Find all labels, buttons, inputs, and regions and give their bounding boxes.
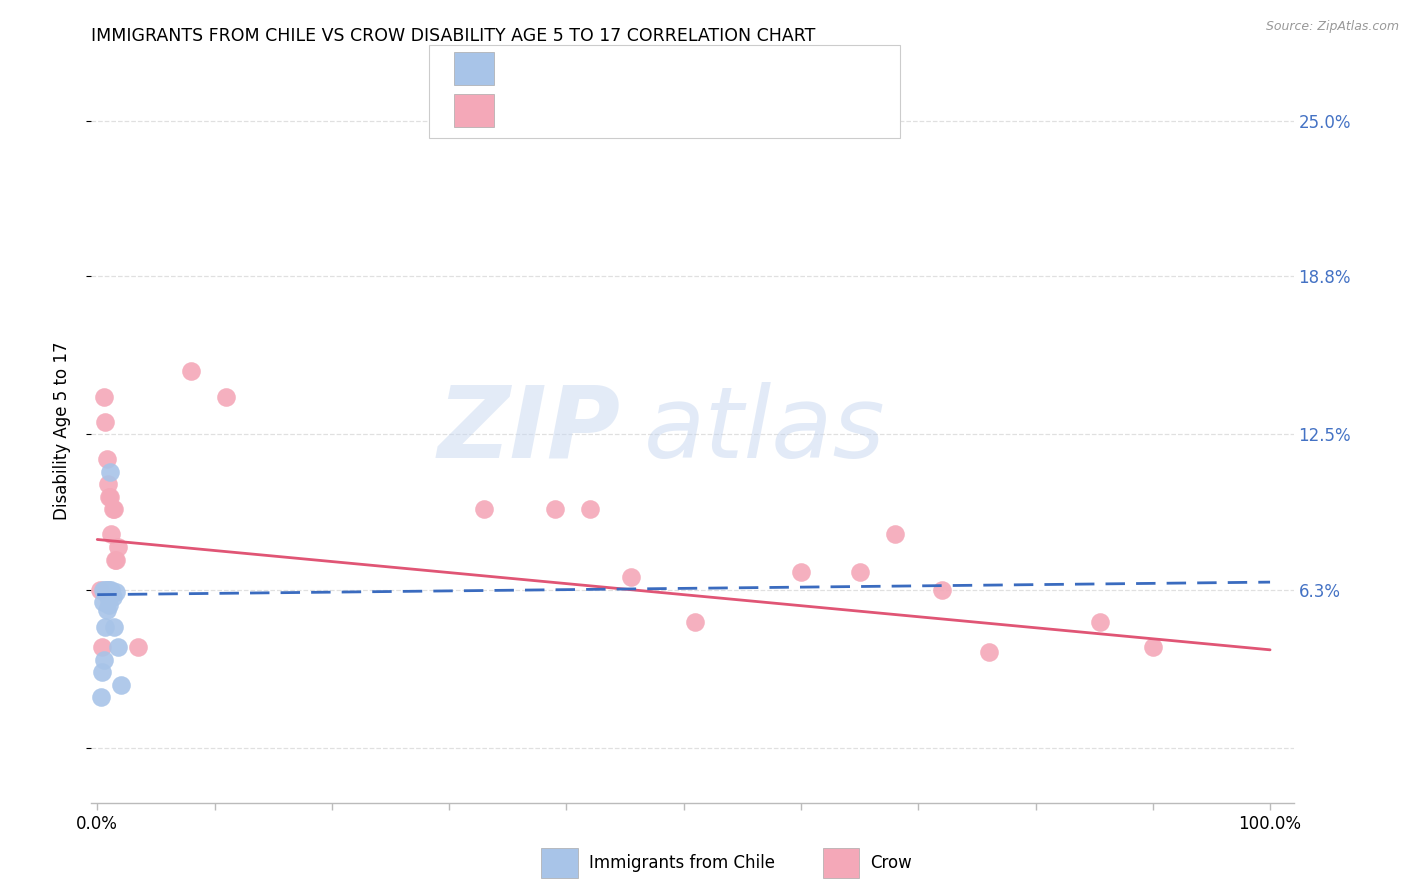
Point — [103, 502, 125, 516]
Point — [977, 645, 1000, 659]
Text: IMMIGRANTS FROM CHILE VS CROW DISABILITY AGE 5 TO 17 CORRELATION CHART: IMMIGRANTS FROM CHILE VS CROW DISABILITY… — [91, 28, 815, 45]
Point — [105, 552, 128, 566]
Point — [97, 477, 120, 491]
Point — [98, 598, 121, 612]
Point — [620, 570, 643, 584]
Point — [97, 590, 120, 604]
Point — [107, 540, 129, 554]
Point — [90, 690, 112, 705]
Point — [110, 678, 132, 692]
Point — [100, 582, 122, 597]
Point — [91, 665, 114, 680]
Point — [98, 465, 121, 479]
Point — [91, 595, 114, 609]
Text: N =: N = — [623, 60, 662, 78]
Point — [883, 527, 905, 541]
Point — [98, 490, 121, 504]
Point — [96, 603, 118, 617]
Point — [215, 390, 238, 404]
Point — [101, 590, 124, 604]
Text: 0.027: 0.027 — [554, 60, 605, 78]
Point — [180, 364, 202, 378]
Point — [94, 415, 117, 429]
Point — [848, 565, 870, 579]
Text: atlas: atlas — [644, 382, 886, 479]
Text: -0.335: -0.335 — [554, 102, 612, 120]
Point — [127, 640, 149, 655]
Text: R =: R = — [508, 60, 547, 78]
Point — [472, 502, 495, 516]
Point — [97, 582, 120, 597]
Point — [98, 490, 121, 504]
Point — [93, 653, 115, 667]
Point — [89, 582, 111, 597]
Point — [1142, 640, 1164, 655]
Point — [94, 582, 117, 597]
Point — [1088, 615, 1111, 630]
Point — [103, 620, 125, 634]
Text: ZIP: ZIP — [437, 382, 620, 479]
Y-axis label: Disability Age 5 to 17: Disability Age 5 to 17 — [52, 341, 70, 520]
Text: Crow: Crow — [870, 855, 912, 872]
Point — [107, 640, 129, 655]
Point — [105, 585, 128, 599]
Text: 20: 20 — [666, 60, 692, 78]
Text: 29: 29 — [675, 102, 700, 120]
Point — [101, 502, 124, 516]
Text: Immigrants from Chile: Immigrants from Chile — [589, 855, 775, 872]
Point — [91, 640, 114, 655]
Point — [579, 502, 602, 516]
Point — [96, 452, 118, 467]
Point — [91, 582, 114, 597]
Point — [685, 615, 707, 630]
Point — [543, 502, 565, 516]
Point — [100, 527, 122, 541]
Point — [94, 620, 117, 634]
Point — [931, 582, 953, 597]
Text: Source: ZipAtlas.com: Source: ZipAtlas.com — [1265, 20, 1399, 33]
Point — [790, 565, 813, 579]
Point — [93, 390, 115, 404]
Point — [98, 582, 121, 597]
Point — [104, 552, 127, 566]
Text: N =: N = — [631, 102, 671, 120]
Point — [96, 582, 118, 597]
Text: R =: R = — [508, 102, 547, 120]
